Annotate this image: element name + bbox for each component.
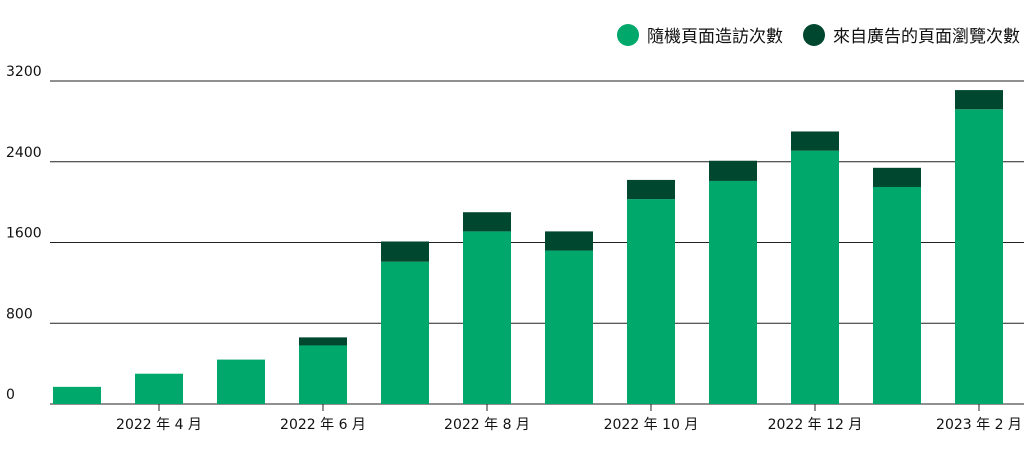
bar-ads bbox=[873, 167, 921, 187]
bar-organic bbox=[955, 109, 1003, 404]
y-tick-label: 0 bbox=[6, 387, 15, 403]
y-tick-label: 800 bbox=[6, 306, 33, 322]
bar-organic bbox=[873, 186, 921, 404]
legend-label-organic: 隨機頁面造訪次數 bbox=[647, 27, 783, 47]
x-tick-label: 2022 年 12 月 bbox=[768, 417, 863, 433]
bar-ads bbox=[545, 231, 593, 251]
bar-ads bbox=[299, 337, 347, 346]
bar-ads bbox=[791, 131, 839, 151]
legend-swatch-ads bbox=[803, 23, 825, 46]
bar-organic bbox=[791, 150, 839, 404]
legend-item-ads: 來自廣告的頁面瀏覽次數 bbox=[803, 22, 1020, 47]
y-tick-label: 2400 bbox=[6, 145, 42, 161]
bar-ads bbox=[709, 160, 757, 181]
bar-organic bbox=[135, 373, 183, 404]
bar-organic bbox=[463, 231, 511, 404]
x-tick-label: 2022 年 6 月 bbox=[280, 417, 366, 433]
y-tick-label: 1600 bbox=[6, 226, 42, 242]
bar-organic bbox=[299, 345, 347, 404]
y-tick-label: 3200 bbox=[6, 64, 42, 80]
bar-ads bbox=[955, 90, 1003, 110]
legend-swatch-organic bbox=[617, 23, 639, 46]
bar-organic bbox=[381, 261, 429, 404]
bar-organic bbox=[627, 199, 675, 404]
bar-ads bbox=[627, 179, 675, 200]
bar-organic bbox=[53, 386, 101, 404]
chart-legend: 隨機頁面造訪次數 來自廣告的頁面瀏覽次數 bbox=[617, 22, 1020, 47]
bar-ads bbox=[381, 241, 429, 262]
legend-label-ads: 來自廣告的頁面瀏覽次數 bbox=[833, 27, 1020, 47]
bar-organic bbox=[545, 250, 593, 404]
x-tick-label: 2022 年 10 月 bbox=[604, 417, 699, 433]
bar-organic bbox=[709, 180, 757, 404]
x-tick-label: 2022 年 4 月 bbox=[116, 417, 202, 433]
x-tick-label: 2022 年 8 月 bbox=[444, 417, 530, 433]
legend-item-organic: 隨機頁面造訪次數 bbox=[617, 22, 783, 47]
bar-ads bbox=[463, 212, 511, 232]
x-tick-label: 2023 年 2 月 bbox=[936, 417, 1022, 433]
bar-organic bbox=[217, 359, 265, 404]
